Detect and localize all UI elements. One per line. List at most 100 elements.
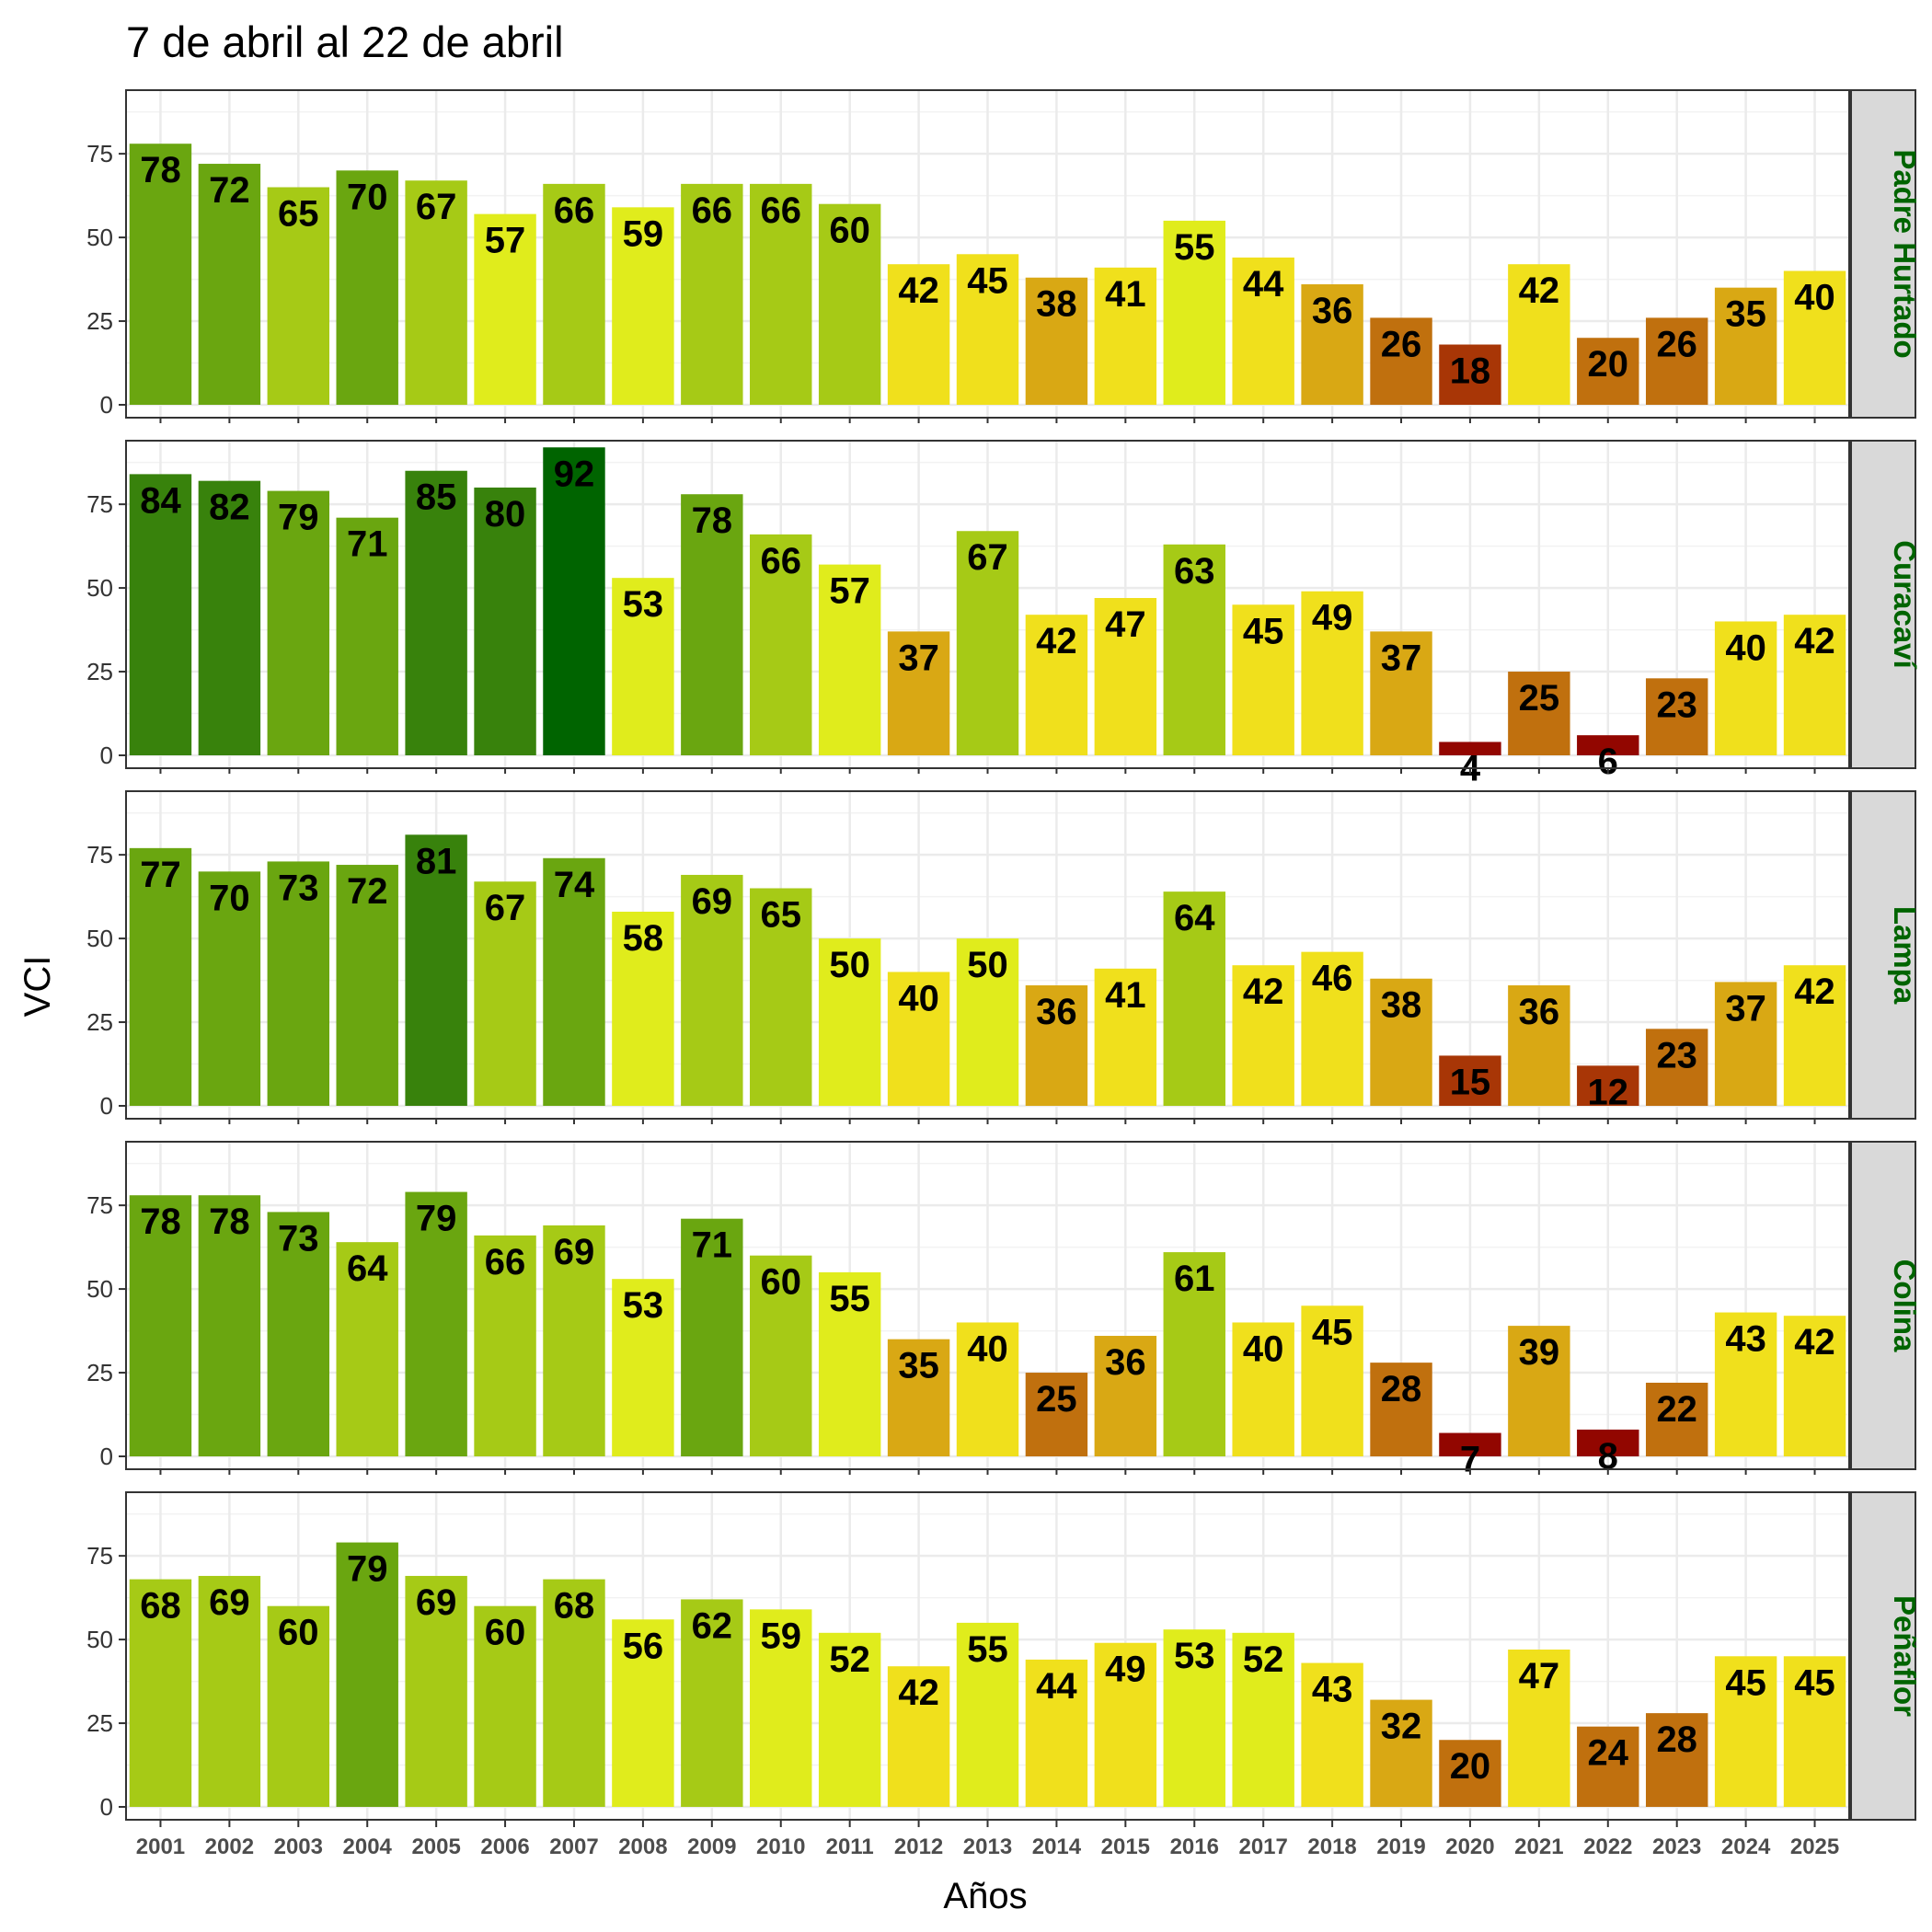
bar-label-padre-hurtado-2012: 42 (898, 270, 939, 311)
bar-label-penaflor-2011: 52 (829, 1639, 870, 1680)
bar-label-curacavi-2003: 79 (278, 498, 319, 538)
bar-curacavi-2018 (1301, 591, 1363, 755)
bar-label-lampa-2001: 77 (140, 855, 181, 895)
y-tick-label: 75 (86, 1542, 113, 1570)
bar-curacavi-2006 (474, 487, 536, 755)
bar-label-penaflor-2015: 49 (1105, 1650, 1146, 1690)
bar-label-padre-hurtado-2016: 55 (1174, 227, 1215, 268)
bar-penaflor-2001 (129, 1579, 192, 1807)
bar-penaflor-2020 (1439, 1740, 1501, 1807)
x-tick-label-2013: 2013 (963, 1834, 1012, 1859)
bar-lampa-2008 (612, 911, 674, 1106)
bar-label-padre-hurtado-2004: 70 (347, 177, 388, 217)
bar-padre-hurtado-2001 (129, 144, 192, 405)
bar-label-lampa-2014: 36 (1036, 992, 1077, 1032)
bar-label-padre-hurtado-2002: 72 (209, 170, 250, 211)
x-tick-label-2008: 2008 (618, 1834, 667, 1859)
bar-padre-hurtado-2018 (1301, 284, 1363, 405)
bar-penaflor-2011 (818, 1632, 881, 1807)
bar-colina-2010 (750, 1255, 812, 1456)
bar-label-penaflor-2018: 43 (1312, 1670, 1353, 1710)
bar-label-penaflor-2014: 44 (1036, 1666, 1077, 1707)
bar-colina-2020 (1439, 1432, 1501, 1456)
bar-padre-hurtado-2013 (956, 254, 1019, 405)
bar-label-lampa-2007: 74 (554, 865, 595, 905)
bar-curacavi-2002 (198, 480, 261, 755)
x-tick-label-2006: 2006 (480, 1834, 529, 1859)
bar-penaflor-2008 (612, 1619, 674, 1807)
bar-curacavi-2021 (1508, 672, 1570, 755)
y-tick-label: 25 (86, 1709, 113, 1737)
bar-label-lampa-2022: 12 (1588, 1072, 1629, 1112)
bar-label-lampa-2025: 42 (1794, 972, 1835, 1012)
bar-label-colina-2016: 61 (1174, 1259, 1215, 1299)
bar-penaflor-2007 (543, 1579, 605, 1807)
bar-padre-hurtado-2024 (1714, 287, 1777, 405)
bar-label-penaflor-2005: 69 (416, 1582, 457, 1623)
bar-label-curacavi-2018: 49 (1312, 598, 1353, 638)
bar-label-penaflor-2020: 20 (1450, 1746, 1491, 1787)
bar-curacavi-2011 (818, 564, 881, 755)
bar-padre-hurtado-2007 (543, 183, 605, 405)
bar-lampa-2015 (1094, 968, 1157, 1106)
bar-label-lampa-2021: 36 (1519, 992, 1560, 1032)
x-tick-label-2009: 2009 (687, 1834, 736, 1859)
bar-label-padre-hurtado-2024: 35 (1725, 294, 1766, 335)
y-tick-label: 75 (86, 490, 113, 518)
bar-padre-hurtado-2022 (1577, 338, 1639, 405)
bar-colina-2023 (1645, 1382, 1708, 1456)
y-tick-label: 50 (86, 925, 113, 952)
bar-curacavi-2020 (1439, 742, 1501, 755)
facet-label-curacavi: Curacaví (1888, 540, 1922, 670)
bar-lampa-2002 (198, 871, 261, 1106)
bar-curacavi-2007 (543, 447, 605, 755)
x-tick-label-2004: 2004 (343, 1834, 393, 1859)
bar-lampa-2023 (1645, 1029, 1708, 1106)
bar-penaflor-2024 (1714, 1656, 1777, 1807)
bar-penaflor-2004 (336, 1542, 398, 1807)
x-tick-label-2012: 2012 (894, 1834, 943, 1859)
y-axis-title: VCI (17, 956, 58, 1018)
bar-padre-hurtado-2015 (1094, 267, 1157, 405)
bar-label-curacavi-2024: 40 (1725, 627, 1766, 668)
bar-colina-2018 (1301, 1305, 1363, 1456)
bar-label-colina-2001: 78 (140, 1202, 181, 1242)
bar-colina-2025 (1783, 1316, 1846, 1456)
bar-curacavi-2014 (1025, 615, 1088, 755)
bar-lampa-2012 (887, 972, 950, 1106)
bar-colina-2004 (336, 1242, 398, 1456)
bar-label-penaflor-2023: 28 (1656, 1719, 1697, 1760)
bar-label-padre-hurtado-2008: 59 (623, 213, 664, 254)
bar-colina-2015 (1094, 1336, 1157, 1456)
bar-label-lampa-2006: 67 (485, 888, 526, 928)
bar-label-curacavi-2014: 42 (1036, 621, 1077, 661)
facet-strip-curacavi (1850, 440, 1916, 769)
bar-padre-hurtado-2017 (1232, 257, 1294, 405)
x-tick-label-2021: 2021 (1514, 1834, 1563, 1859)
bar-label-colina-2024: 43 (1725, 1319, 1766, 1360)
bar-label-penaflor-2008: 56 (623, 1626, 664, 1666)
bar-label-lampa-2005: 81 (416, 841, 457, 881)
bar-penaflor-2013 (956, 1622, 1019, 1807)
bar-lampa-2022 (1577, 1065, 1639, 1106)
bar-label-penaflor-2024: 45 (1725, 1662, 1766, 1703)
bar-lampa-2011 (818, 938, 881, 1106)
bar-label-padre-hurtado-2022: 20 (1588, 344, 1629, 385)
x-tick-label-2011: 2011 (826, 1834, 874, 1859)
bar-penaflor-2003 (267, 1605, 330, 1807)
bar-padre-hurtado-2023 (1645, 317, 1708, 405)
bar-curacavi-2025 (1783, 615, 1846, 755)
bar-padre-hurtado-2009 (681, 183, 743, 405)
bar-curacavi-2005 (405, 470, 467, 755)
bar-colina-2014 (1025, 1373, 1088, 1456)
bar-colina-2006 (474, 1235, 536, 1456)
y-tick-label: 50 (86, 224, 113, 251)
bar-penaflor-2005 (405, 1575, 467, 1807)
panel-padre-hurtado: 78 72 65 70 67 57 66 59 66 66 60 42 45 38 41 55 44 36 26 18… (86, 89, 1922, 419)
bar-curacavi-2001 (129, 474, 192, 755)
bar-label-penaflor-2019: 32 (1381, 1707, 1422, 1747)
bar-label-colina-2007: 69 (554, 1232, 595, 1272)
bar-colina-2016 (1163, 1252, 1225, 1456)
